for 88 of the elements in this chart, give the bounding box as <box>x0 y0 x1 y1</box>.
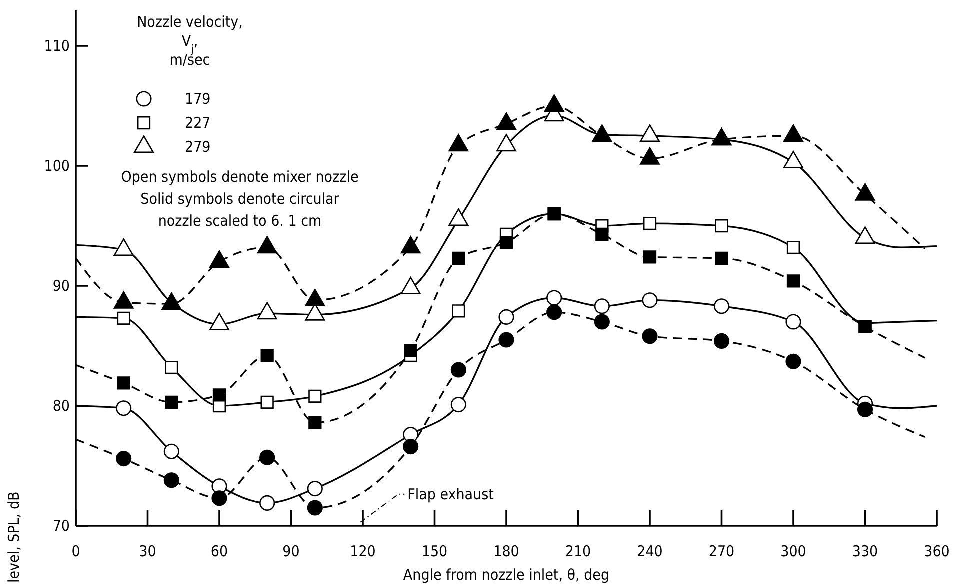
point <box>404 344 418 358</box>
y-tick-label: 90 <box>52 276 70 295</box>
legend-label: 179 <box>185 90 211 108</box>
x-tick-label: 330 <box>852 542 878 561</box>
y-tick-label: 80 <box>52 396 70 415</box>
x-tick-label: 150 <box>422 542 448 561</box>
point <box>596 228 609 241</box>
point <box>212 388 226 402</box>
point <box>855 226 876 244</box>
point <box>857 402 874 418</box>
x-tick-label: 360 <box>924 542 950 561</box>
point <box>642 292 658 308</box>
point <box>400 236 421 254</box>
point <box>307 481 323 497</box>
y-axis-title: level, SPL, dB <box>5 492 23 583</box>
x-tick-label: 210 <box>565 542 592 561</box>
point <box>117 312 130 325</box>
point <box>594 314 610 330</box>
legend-title: Nozzle velocity, V$_{j}$, m/sec <box>137 13 243 69</box>
point <box>164 472 180 488</box>
point <box>164 444 180 460</box>
point <box>257 236 278 254</box>
point <box>715 219 728 233</box>
point <box>592 124 612 142</box>
x-tick-label: 240 <box>637 542 663 561</box>
point <box>546 290 562 306</box>
point <box>165 396 178 409</box>
point <box>714 333 730 349</box>
y-tick-label: 110 <box>44 36 70 55</box>
point <box>544 94 564 112</box>
point <box>498 309 514 325</box>
point <box>116 451 132 467</box>
x-tick-label: 90 <box>282 542 300 561</box>
point <box>784 124 804 142</box>
point <box>643 250 657 264</box>
point <box>786 274 800 288</box>
point <box>786 354 802 370</box>
y-tick-label: 70 <box>52 516 70 535</box>
point <box>784 151 804 168</box>
point <box>643 217 657 230</box>
x-tick-label: 60 <box>210 542 228 561</box>
point <box>714 298 730 314</box>
point <box>308 390 322 403</box>
point <box>498 332 514 348</box>
point <box>496 134 516 152</box>
x-tick-label: 120 <box>350 542 376 561</box>
point <box>212 490 228 506</box>
point <box>452 304 466 318</box>
point <box>450 362 466 378</box>
y-tick-label: 100 <box>44 156 70 175</box>
point <box>640 147 660 165</box>
annotation: Solid symbols denote circular <box>140 190 340 208</box>
x-tick-label: 180 <box>494 542 520 561</box>
x-tick-label: 0 <box>72 542 80 561</box>
point <box>116 400 132 416</box>
point <box>786 314 802 330</box>
point <box>500 236 514 250</box>
point <box>452 252 466 265</box>
point <box>260 349 274 362</box>
point <box>448 208 469 226</box>
point <box>165 361 178 374</box>
annotation: Flap exhaust <box>408 485 494 504</box>
legend-label: 279 <box>185 138 211 156</box>
point <box>260 396 274 409</box>
point <box>594 298 610 314</box>
point <box>855 183 876 201</box>
x-axis-title: Angle from nozzle inlet, θ, deg <box>403 566 610 584</box>
point <box>448 134 469 152</box>
point <box>496 112 516 130</box>
point <box>546 304 562 320</box>
point <box>260 450 276 466</box>
point <box>260 495 276 511</box>
point <box>786 241 800 254</box>
point <box>308 416 322 430</box>
point <box>640 124 660 142</box>
point <box>450 397 466 413</box>
x-tick-label: 30 <box>139 542 156 561</box>
legend-label: 227 <box>185 114 211 132</box>
x-tick-label: 300 <box>780 542 806 561</box>
annotation: nozzle scaled to 6. 1 cm <box>158 212 322 230</box>
point <box>403 439 419 455</box>
point <box>642 328 658 344</box>
x-tick-label: 270 <box>708 542 735 561</box>
point <box>114 238 134 256</box>
point <box>307 500 323 516</box>
point <box>715 252 728 265</box>
point <box>117 376 130 390</box>
annotation: Open symbols denote mixer nozzle <box>121 168 359 186</box>
